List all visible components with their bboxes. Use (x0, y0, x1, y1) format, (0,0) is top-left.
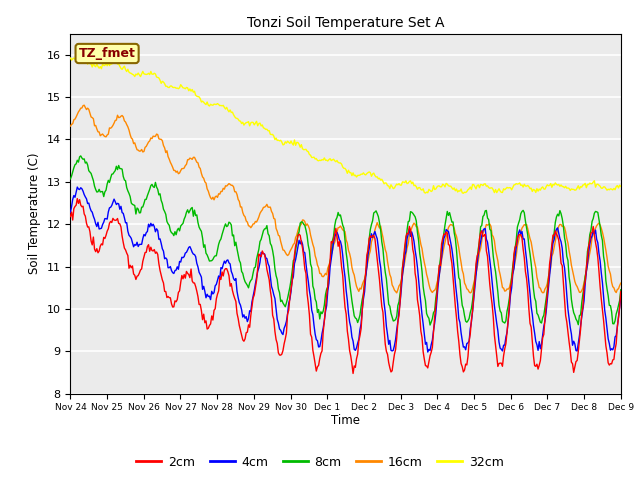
X-axis label: Time: Time (331, 414, 360, 427)
Y-axis label: Soil Temperature (C): Soil Temperature (C) (28, 153, 41, 275)
Title: Tonzi Soil Temperature Set A: Tonzi Soil Temperature Set A (247, 16, 444, 30)
Text: TZ_fmet: TZ_fmet (79, 47, 136, 60)
Legend: 2cm, 4cm, 8cm, 16cm, 32cm: 2cm, 4cm, 8cm, 16cm, 32cm (131, 451, 509, 474)
